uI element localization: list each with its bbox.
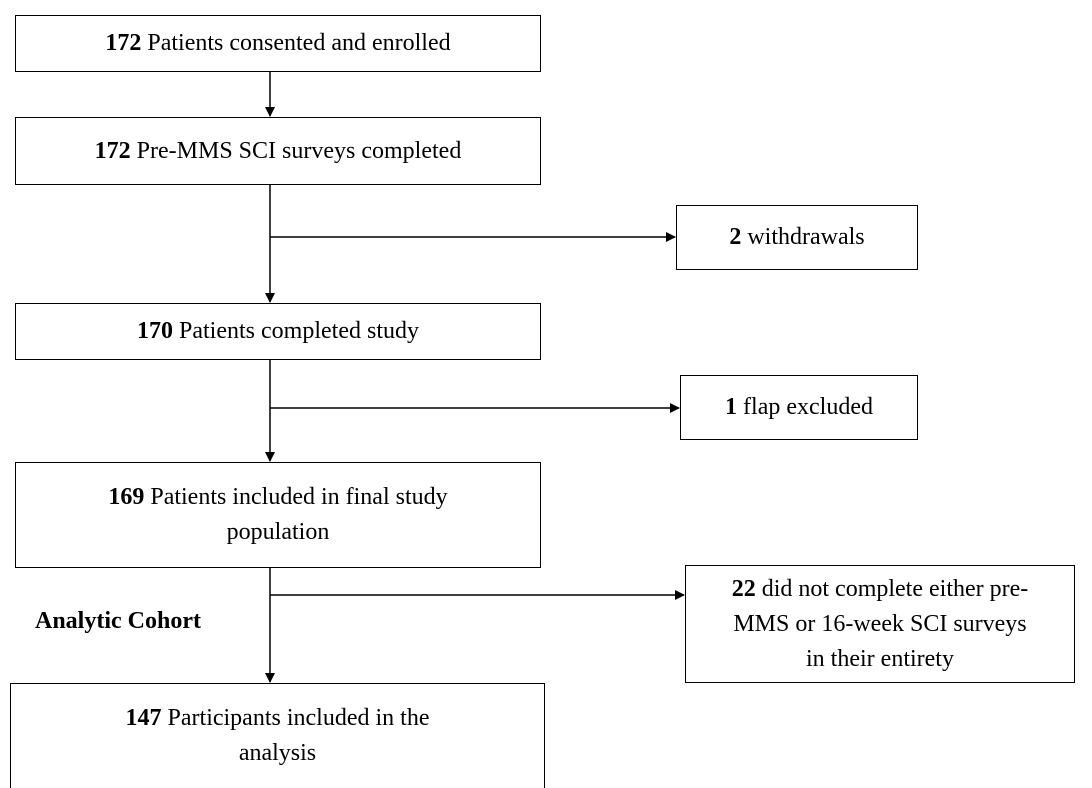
- node: 147 Participants included in the analysi…: [10, 683, 545, 788]
- node: 22 did not complete either pre-MMS or 16…: [685, 565, 1075, 683]
- count: 172: [105, 30, 142, 56]
- label: did not complete either pre-MMS or 16-we…: [733, 575, 1029, 672]
- count: 22: [731, 575, 756, 602]
- node: 172 Patients consented and enrolled: [15, 15, 541, 72]
- label: Participants included in the analysis: [167, 705, 430, 766]
- label: Pre-MMS SCI surveys completed: [136, 137, 462, 164]
- label: withdrawals: [747, 224, 865, 250]
- label: Patients completed study: [179, 318, 419, 344]
- count: 170: [137, 318, 174, 344]
- count: 147: [125, 705, 162, 731]
- node: 169 Patients included in final study pop…: [15, 462, 541, 568]
- label: flap excluded: [743, 394, 873, 420]
- label: Patients included in final study populat…: [150, 484, 448, 545]
- node: 2 withdrawals: [676, 205, 918, 270]
- label: Patients consented and enrolled: [147, 30, 451, 56]
- node: 172 Pre-MMS SCI surveys completed: [15, 117, 541, 185]
- count: 172: [94, 137, 131, 164]
- side-label: Analytic Cohort: [35, 608, 201, 634]
- node: 1 flap excluded: [680, 375, 918, 440]
- node: 170 Patients completed study: [15, 303, 541, 360]
- count: 2: [729, 224, 742, 250]
- count: 1: [725, 394, 738, 420]
- count: 169: [108, 484, 145, 510]
